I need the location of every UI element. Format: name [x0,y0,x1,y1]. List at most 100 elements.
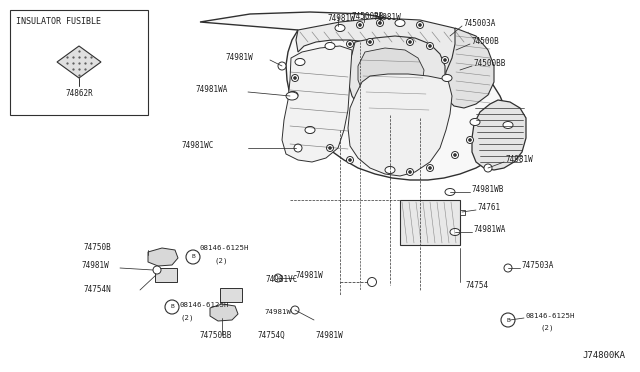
Text: 74981W: 74981W [226,54,253,62]
Circle shape [308,128,312,131]
Text: B: B [191,254,195,260]
Circle shape [472,119,479,125]
Circle shape [451,151,458,158]
Circle shape [388,169,392,171]
Circle shape [356,22,364,29]
Circle shape [346,157,353,164]
Ellipse shape [395,19,405,26]
Ellipse shape [335,25,345,32]
Circle shape [501,313,515,327]
Circle shape [349,42,351,45]
Text: 74500BB: 74500BB [352,12,385,21]
Circle shape [326,42,333,49]
Text: (2): (2) [540,325,554,331]
Text: J74800KA: J74800KA [582,351,625,360]
Circle shape [468,138,472,141]
Circle shape [369,41,371,44]
Circle shape [378,22,381,25]
Ellipse shape [295,58,305,65]
Polygon shape [210,304,238,321]
Text: 74981W: 74981W [296,272,324,280]
Circle shape [274,274,282,282]
Circle shape [294,77,296,80]
Bar [220,288,242,302]
Circle shape [419,23,422,26]
Circle shape [328,147,332,150]
Circle shape [406,38,413,45]
Circle shape [504,264,512,272]
Circle shape [291,93,294,96]
Circle shape [153,266,161,274]
Circle shape [442,57,449,64]
Circle shape [358,23,362,26]
Text: 74981WA: 74981WA [196,86,228,94]
Text: 74754Q: 74754Q [258,330,285,340]
Circle shape [408,170,412,173]
Text: INSULATOR FUSIBLE: INSULATOR FUSIBLE [16,17,101,26]
Text: 74862R: 74862R [65,89,93,98]
Bar [10,10,148,115]
Text: B: B [506,317,510,323]
Text: 74750B: 74750B [84,244,112,253]
Polygon shape [358,48,424,106]
Circle shape [298,61,301,64]
Text: 74981W: 74981W [316,330,344,340]
Text: 08146-6125H: 08146-6125H [180,302,230,308]
Text: 08146-6125H: 08146-6125H [200,245,250,251]
Ellipse shape [286,92,298,100]
Text: 08146-6125H: 08146-6125H [525,313,575,319]
Circle shape [278,62,286,70]
Circle shape [349,158,351,161]
Circle shape [399,22,401,25]
Bar [400,200,460,245]
Text: 74981W: 74981W [82,262,109,270]
Text: 74981W: 74981W [374,13,402,22]
Ellipse shape [470,119,480,125]
Ellipse shape [288,92,298,99]
Circle shape [429,167,431,170]
Ellipse shape [385,167,395,173]
Circle shape [291,74,298,81]
Ellipse shape [442,74,452,81]
Polygon shape [348,36,445,122]
Circle shape [326,144,333,151]
Circle shape [406,169,413,176]
Polygon shape [57,46,101,78]
Circle shape [367,278,376,286]
Text: 74981W: 74981W [328,14,356,23]
Bar [460,209,465,215]
Circle shape [454,154,456,157]
Text: (2): (2) [214,258,227,264]
Text: 74981WC: 74981WC [182,141,214,151]
Text: (2): (2) [180,315,193,321]
Text: 74500BB: 74500BB [473,60,506,68]
Ellipse shape [445,189,455,196]
Text: 74981W: 74981W [505,155,532,164]
Bar [155,268,177,282]
Polygon shape [348,74,452,176]
Circle shape [328,45,332,48]
Circle shape [467,137,474,144]
Polygon shape [282,46,352,162]
Circle shape [337,25,344,32]
Text: 74761: 74761 [477,203,500,212]
Text: 74754N: 74754N [84,285,112,294]
Circle shape [417,22,424,29]
Circle shape [445,77,449,80]
Ellipse shape [325,42,335,49]
Polygon shape [148,248,178,266]
Circle shape [186,250,200,264]
Circle shape [474,121,477,124]
Circle shape [376,19,383,26]
Text: 74981VC: 74981VC [266,276,298,285]
Circle shape [397,19,403,26]
Text: 747503A: 747503A [521,262,554,270]
Circle shape [307,126,314,134]
Circle shape [346,41,353,48]
Circle shape [339,26,342,29]
Circle shape [408,41,412,44]
Circle shape [296,58,303,65]
Circle shape [444,74,451,81]
Circle shape [289,92,296,99]
Polygon shape [200,12,510,180]
